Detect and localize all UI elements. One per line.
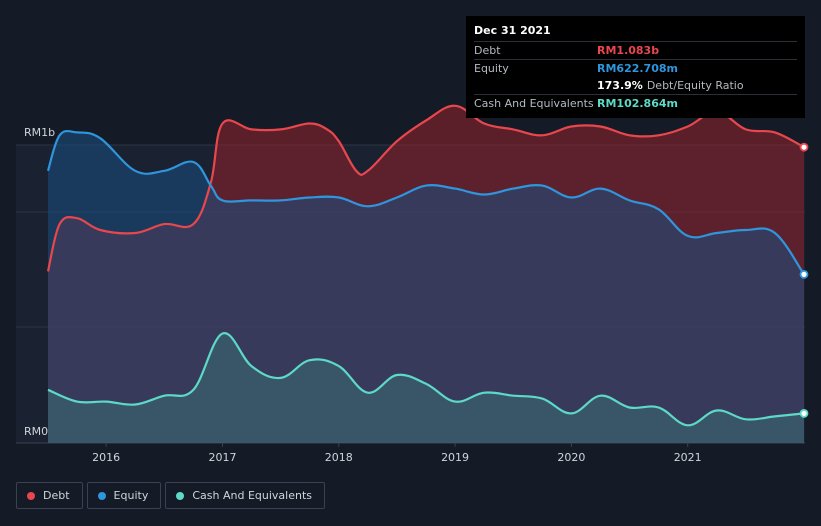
x-tick-2018: 2018 xyxy=(325,451,353,464)
y-label-bottom: RM0 xyxy=(24,425,48,438)
x-tick-2021: 2021 xyxy=(674,451,702,464)
tooltip-debt-value: RM1.083b xyxy=(597,44,660,57)
tooltip-ratio-value: 173.9% xyxy=(597,79,643,92)
chart-legend: Debt Equity Cash And Equivalents xyxy=(16,482,325,509)
legend-item-debt[interactable]: Debt xyxy=(16,482,83,509)
tooltip-row-debt: Debt RM1.083b xyxy=(474,41,797,59)
tooltip-row-equity: Equity RM622.708m xyxy=(474,59,797,77)
legend-item-cash[interactable]: Cash And Equivalents xyxy=(165,482,325,509)
line-equity xyxy=(46,129,805,276)
line-cash-and-equivalents xyxy=(47,332,805,427)
x-tick-2016: 2016 xyxy=(92,451,120,464)
tooltip-panel: Dec 31 2021 Debt RM1.083b Equity RM622.7… xyxy=(466,16,805,118)
tooltip-row-ratio: 173.9% Debt/Equity Ratio xyxy=(474,77,797,94)
tooltip-cash-label: Cash And Equivalents xyxy=(474,97,594,110)
x-tick-2017: 2017 xyxy=(208,451,236,464)
area-equity xyxy=(48,131,804,443)
x-tick-2019: 2019 xyxy=(441,451,469,464)
tooltip-debt-label: Debt xyxy=(474,44,501,57)
legend-label-cash: Cash And Equivalents xyxy=(192,489,312,502)
line-debt xyxy=(46,104,805,272)
legend-dot-cash xyxy=(176,491,185,500)
area-cash-and-equivalents xyxy=(48,333,804,443)
legend-label-debt: Debt xyxy=(43,489,70,502)
end-marker-debt xyxy=(799,142,809,152)
tooltip-date: Dec 31 2021 xyxy=(474,24,551,37)
legend-item-equity[interactable]: Equity xyxy=(86,482,162,509)
x-tick-2020: 2020 xyxy=(557,451,585,464)
tooltip-cash-value: RM102.864m xyxy=(597,97,678,110)
tooltip-equity-value: RM622.708m xyxy=(597,62,678,75)
legend-label-equity: Equity xyxy=(113,489,149,502)
tooltip-ratio-label: Debt/Equity Ratio xyxy=(646,79,744,92)
end-marker-equity xyxy=(799,269,809,279)
y-label-top: RM1b xyxy=(24,126,55,139)
tooltip-equity-label: Equity xyxy=(474,62,509,75)
tooltip-row-cash: Cash And Equivalents RM102.864m xyxy=(474,94,797,112)
tooltip-ratio-spacer xyxy=(474,77,597,94)
legend-dot-equity xyxy=(97,491,106,500)
legend-dot-debt xyxy=(27,491,35,500)
end-marker-cash-and-equivalents xyxy=(799,409,809,418)
